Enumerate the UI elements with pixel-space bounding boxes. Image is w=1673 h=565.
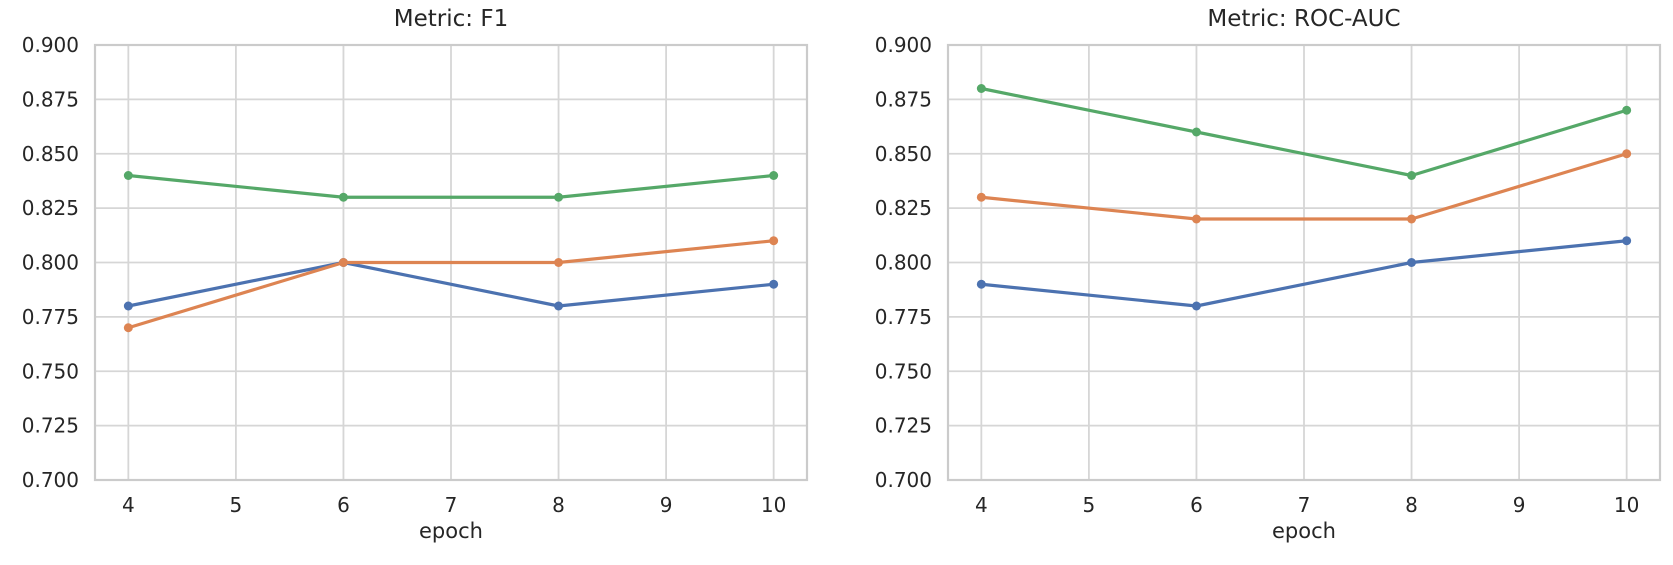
y-tick-label: 0.750: [22, 359, 79, 383]
y-tick-label: 0.775: [22, 305, 79, 329]
chart-f1: Metric: F1 0.700 0.725 0.750 0.775 0.800 0.82…: [0, 0, 836, 565]
x-tick-label: 6: [337, 493, 350, 517]
y-tick-label: 0.825: [875, 196, 932, 220]
data-point-marker: [976, 84, 986, 93]
series-line-blue: [979, 239, 1629, 308]
y-tick-label: 0.775: [875, 305, 932, 329]
tick-labels: 0.700 0.725 0.750 0.775 0.800 0.825 0.850 0.875…: [875, 33, 1640, 517]
x-tick-label: 9: [1513, 493, 1526, 517]
data-point-marker: [1191, 301, 1201, 311]
y-tick-label: 0.800: [22, 251, 79, 275]
tick-labels: 0.700 0.725 0.750 0.775 0.800 0.825 0.850 0.875…: [22, 33, 787, 517]
data-point-marker: [769, 279, 779, 289]
data-point-marker: [123, 171, 133, 180]
series-line-green: [979, 86, 1629, 178]
data-point-marker: [976, 279, 986, 289]
x-tick-label: 7: [1298, 493, 1311, 517]
data-point-marker: [1407, 214, 1417, 224]
data-point-marker: [1191, 214, 1201, 224]
data-point-marker: [769, 171, 779, 180]
y-tick-label: 0.900: [875, 33, 932, 57]
x-tick-label: 10: [1614, 493, 1639, 517]
x-axis-label-f1: epoch: [419, 519, 483, 543]
x-tick-label: 9: [660, 493, 673, 517]
data-point-marker: [554, 192, 564, 202]
data-point-marker: [1622, 105, 1632, 115]
y-tick-label: 0.875: [875, 87, 932, 111]
data-point-marker: [338, 192, 348, 202]
x-tick-label: 6: [1190, 493, 1203, 517]
x-tick-label: 8: [552, 493, 565, 517]
y-tick-label: 0.725: [22, 414, 79, 438]
data-point-marker: [123, 301, 133, 311]
data-point-marker: [976, 192, 986, 202]
gridlines: [948, 44, 1660, 481]
y-tick-label: 0.850: [875, 142, 932, 166]
data-point-marker: [1622, 236, 1632, 246]
x-axis-label-roc-auc: epoch: [1272, 519, 1336, 543]
y-tick-label: 0.725: [875, 414, 932, 438]
data-point-marker: [769, 236, 779, 246]
x-tick-label: 8: [1405, 493, 1418, 517]
chart-roc-auc: Metric: ROC-AUC 0.700 0.725 0.750 0.775 0.80…: [836, 0, 1673, 565]
series-line-blue: [126, 260, 776, 308]
y-tick-label: 0.700: [22, 468, 79, 492]
x-tick-label: 4: [122, 493, 135, 517]
plot-border: [946, 43, 1662, 482]
data-point-marker: [1191, 127, 1201, 137]
series-line-green: [126, 173, 776, 199]
x-tick-label: 7: [445, 493, 458, 517]
x-tick-label: 4: [975, 493, 988, 517]
data-point-marker: [123, 323, 133, 333]
data-point-marker: [554, 258, 564, 267]
y-tick-label: 0.875: [22, 87, 79, 111]
series-blue: [976, 236, 1632, 311]
x-tick-label: 5: [230, 493, 243, 517]
y-tick-label: 0.825: [22, 196, 79, 220]
plot-border: [93, 43, 809, 482]
data-point-marker: [1407, 258, 1417, 267]
y-tick-label: 0.700: [875, 468, 932, 492]
series-line-orange: [979, 152, 1629, 221]
chart-title-roc-auc: Metric: ROC-AUC: [1207, 6, 1401, 32]
y-tick-label: 0.800: [875, 251, 932, 275]
series-orange: [976, 149, 1632, 224]
chart-title-f1: Metric: F1: [393, 6, 509, 32]
plot-area-f1: 0.700 0.725 0.750 0.775 0.800 0.825 0.850 0.875…: [22, 33, 809, 517]
series-green: [976, 84, 1632, 180]
series-orange: [123, 236, 779, 333]
data-point-marker: [554, 301, 564, 311]
data-point-marker: [1622, 149, 1632, 159]
y-tick-label: 0.850: [22, 142, 79, 166]
y-tick-label: 0.750: [875, 359, 932, 383]
series-green: [123, 171, 779, 202]
data-point-marker: [1407, 171, 1417, 180]
y-tick-label: 0.900: [22, 33, 79, 57]
series-line-orange: [126, 239, 776, 330]
x-tick-label: 10: [761, 493, 786, 517]
data-point-marker: [338, 258, 348, 267]
plot-area-roc-auc: 0.700 0.725 0.750 0.775 0.800 0.825 0.850 0.875…: [875, 33, 1662, 517]
x-tick-label: 5: [1083, 493, 1096, 517]
